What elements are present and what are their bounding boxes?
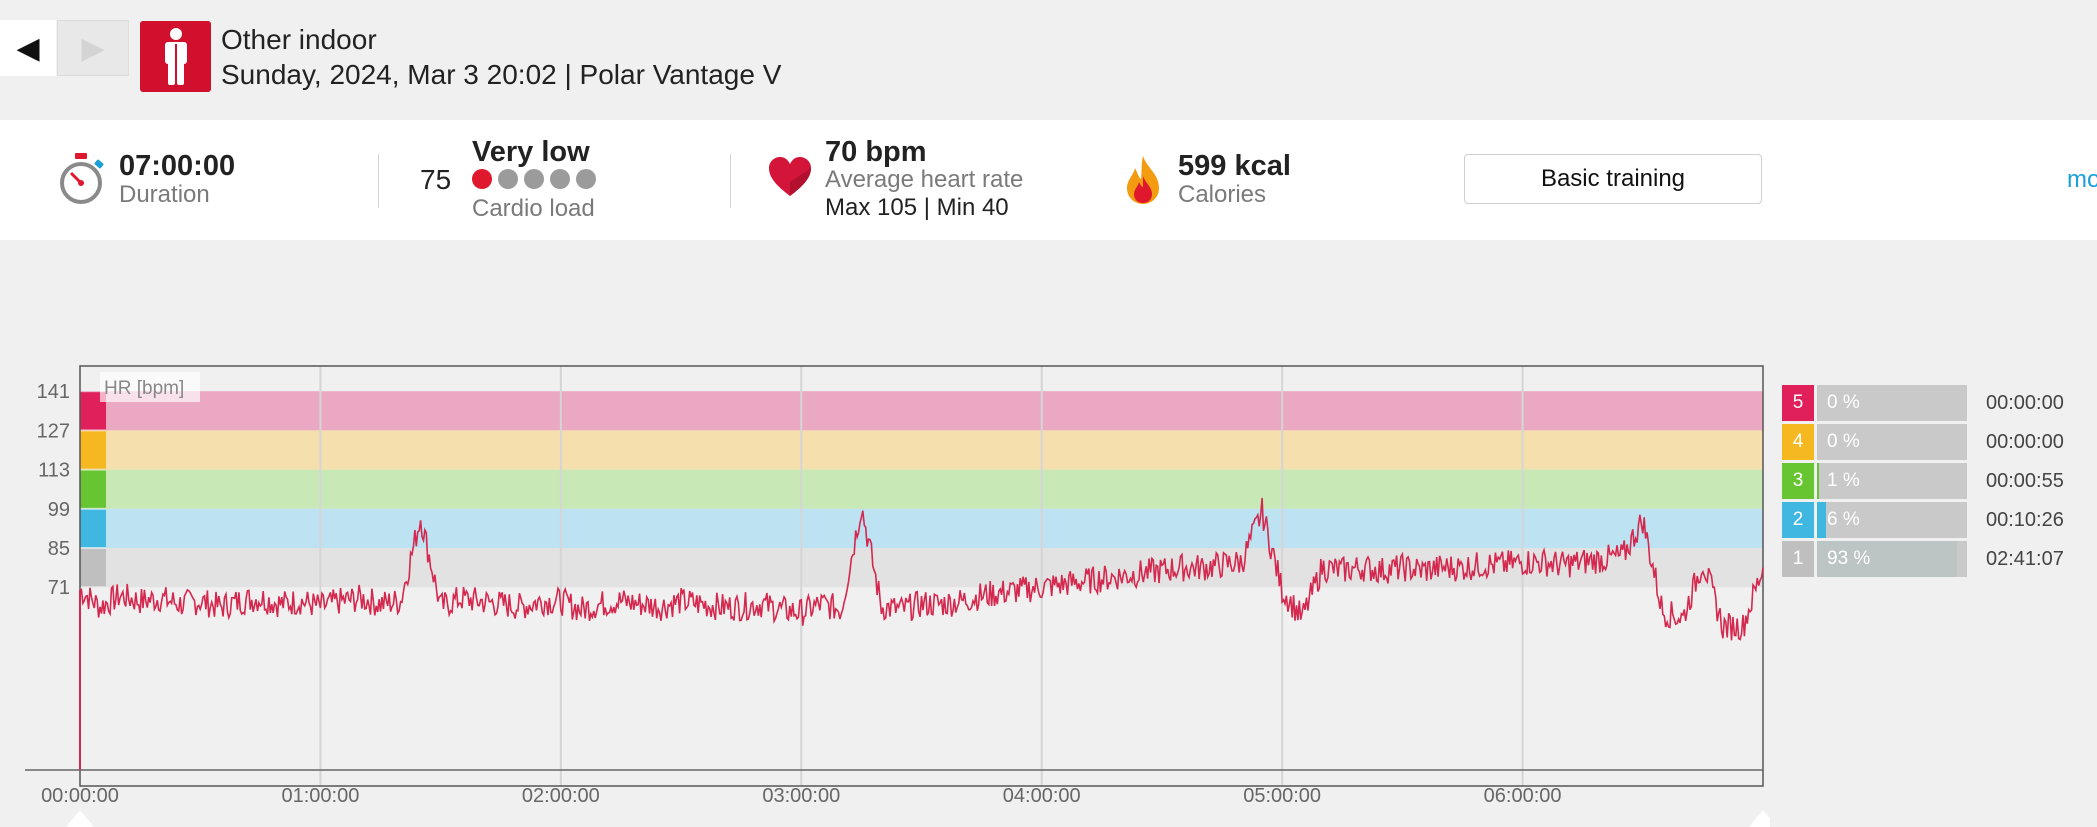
zone-bar: 6 % [1817,502,1967,538]
heart-icon [769,157,811,196]
more-link[interactable]: mo [2067,166,2097,193]
avg-hr-value: 70 bpm [825,136,927,168]
zone-row-3: 3 1 % 00:00:55 [1782,463,2097,499]
duration-value: 07:00:00 [119,150,236,182]
range-handle-right[interactable] [1749,810,1770,827]
zone-marker-1 [80,549,106,587]
zone-band-1 [80,548,1763,588]
hr-max-min: Max 105 | Min 40 [825,194,1009,221]
zone-marker-4 [80,431,106,469]
cardio-load-label: Cardio load [472,195,595,222]
y-tick-label: 85 [48,538,70,560]
range-handle-left[interactable] [66,810,94,827]
x-tick-label: 02:00:00 [522,785,600,807]
zone-band-4 [80,430,1763,470]
cardio-load-dot [576,169,596,189]
zone-percent: 0 % [1827,392,1860,413]
x-tick-label: 06:00:00 [1484,785,1562,807]
series-label: HR [bpm] [104,378,184,399]
stopwatch-icon [60,153,104,204]
zone-marker-2 [80,509,106,547]
cardio-load-value: 75 [420,164,452,195]
calories-label: Calories [1178,181,1267,208]
y-tick-labels: 141 127 113 99 85 71 [37,381,70,599]
x-tick-label: 04:00:00 [1003,785,1081,807]
cardio-load-level: Very low [472,136,590,168]
zone-bar: 93 % [1817,541,1967,577]
zone-bar: 0 % [1817,385,1967,421]
zone-time: 02:41:07 [1986,548,2064,570]
x-tick-label: 00:00:00 [41,785,119,807]
gridlines [319,366,1524,786]
cardio-load-dot [550,169,570,189]
x-tick-label: 01:00:00 [281,785,359,807]
flame-icon [1127,156,1159,204]
zone-time: 00:10:26 [1986,509,2064,531]
zone-row-1: 1 93 % 02:41:07 [1782,541,2097,577]
y-tick-label: 141 [37,381,70,403]
cardio-load-dot [472,169,492,189]
zone-time: 00:00:00 [1986,392,2064,414]
zone-bar-fill [1817,502,1826,538]
zone-percent: 93 % [1827,548,1871,569]
zone-percent: 0 % [1827,431,1860,452]
cardio-load-dot [524,169,544,189]
zone-time: 00:00:00 [1986,431,2064,453]
zone-number: 5 [1782,385,1814,421]
calories-value: 599 kcal [1178,150,1291,182]
series-label-box: HR [bpm] [100,372,200,402]
duration-label: Duration [119,181,210,208]
zone-time: 00:00:55 [1986,470,2064,492]
hr-line [79,497,1764,641]
y-tick-label: 71 [48,577,70,599]
hr-chart: HR [bpm] 141 127 113 99 85 71 00:00:00 01:00:0… [25,365,1770,827]
zone-band-5 [80,391,1763,431]
x-tick-label: 03:00:00 [762,785,840,807]
avg-hr-label: Average heart rate [825,166,1024,193]
zone-band-3 [80,469,1763,509]
zone-row-4: 4 0 % 00:00:00 [1782,424,2097,460]
divider [730,154,731,208]
sport-title: Other indoor [221,24,377,55]
training-benefit-button[interactable]: Basic training [1464,154,1762,204]
zone-row-2: 2 6 % 00:10:26 [1782,502,2097,538]
divider [378,154,379,208]
zone-bar-fill [1817,463,1819,499]
zone-number: 1 [1782,541,1814,577]
zone-bar: 0 % [1817,424,1967,460]
session-info: Sunday, 2024, Mar 3 20:02 | Polar Vantag… [221,59,782,90]
zone-number: 4 [1782,424,1814,460]
y-tick-label: 99 [48,499,70,521]
arrow-right-icon: ▶ [81,31,105,65]
sport-badge [140,21,211,92]
zone-markers [80,392,106,587]
plot-frame [79,365,1764,787]
zone-percent: 1 % [1827,470,1860,491]
cardio-load-dot [498,169,518,189]
zone-bar-fill [1817,541,1957,577]
arrow-left-icon: ◀ [16,31,40,65]
zone-number: 3 [1782,463,1814,499]
zone-band-2 [80,508,1763,548]
summary-bar: 07:00:00 Duration 75 Very low Cardio loa… [0,120,2097,240]
cardio-load-dots [472,169,602,191]
zone-row-5: 5 0 % 00:00:00 [1782,385,2097,421]
next-session-button[interactable]: ▶ [57,20,129,76]
x-tick-label: 05:00:00 [1243,785,1321,807]
zone-percent: 6 % [1827,509,1860,530]
x-tick-labels: 00:00:00 01:00:00 02:00:00 03:00:00 04:00:00… [41,785,1561,807]
y-tick-label: 113 [38,460,70,482]
zone-number: 2 [1782,502,1814,538]
previous-session-button[interactable]: ◀ [0,20,56,76]
y-tick-label: 127 [37,420,70,442]
zone-bands [80,391,1763,588]
zone-bar: 1 % [1817,463,1967,499]
person-standing-icon [164,27,187,85]
zone-marker-3 [80,470,106,508]
